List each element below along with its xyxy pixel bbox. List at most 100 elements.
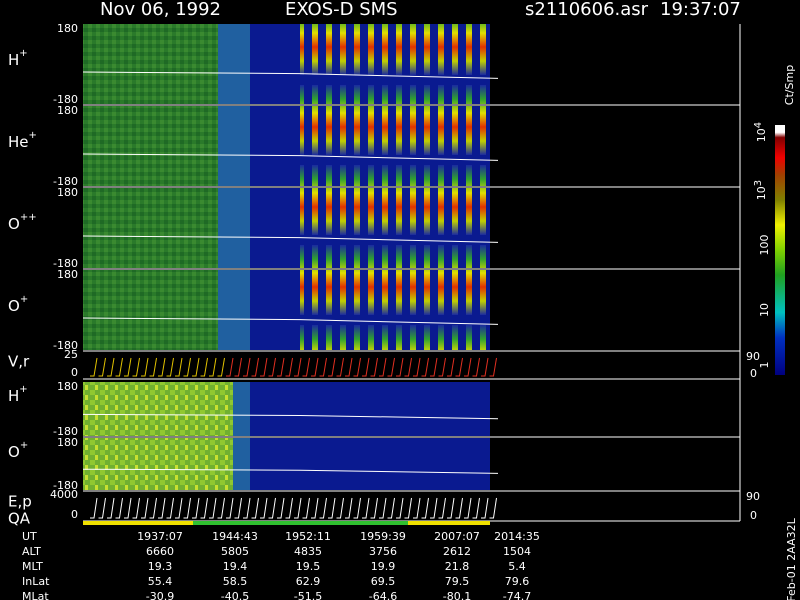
sweep xyxy=(481,357,489,377)
colorbar-label: 104 xyxy=(753,122,768,142)
footer-value: 5805 xyxy=(221,545,249,558)
footer-value: -80.1 xyxy=(443,590,471,600)
sweep xyxy=(447,357,455,377)
no-data xyxy=(490,270,740,350)
y-tick-label: 4000 xyxy=(50,488,78,501)
exponent: 3 xyxy=(753,180,764,186)
spectrogram-mid xyxy=(233,382,250,436)
sweep xyxy=(481,497,489,519)
base: 10 xyxy=(755,128,768,142)
sweep xyxy=(370,357,378,377)
footer-value: -30.9 xyxy=(146,590,174,600)
sweep xyxy=(455,497,463,519)
charge: + xyxy=(20,294,28,305)
no-data xyxy=(490,188,740,268)
y-tick-label: -180 xyxy=(53,93,78,106)
sweep xyxy=(379,497,387,519)
spectrogram-bg xyxy=(83,270,218,350)
y-tick-label: -180 xyxy=(53,257,78,270)
sweep xyxy=(319,497,327,519)
panel-label: QA xyxy=(8,510,31,528)
spectrogram-low xyxy=(250,382,490,436)
sweep xyxy=(438,357,446,377)
sweep xyxy=(124,357,132,377)
no-data xyxy=(490,24,740,104)
footer-value: 79.6 xyxy=(505,575,530,588)
trace xyxy=(82,317,499,325)
time: 19:37:07 xyxy=(660,0,741,20)
y2-tick-label: 90 xyxy=(746,490,760,503)
spectrogram-tufts xyxy=(300,106,490,186)
sweep xyxy=(328,497,336,519)
panel-label: He+ xyxy=(8,130,37,151)
charge: ++ xyxy=(20,212,37,223)
spectrogram-bg xyxy=(83,438,233,490)
sweep xyxy=(192,497,200,519)
sweep xyxy=(277,357,285,377)
sweep xyxy=(124,497,132,519)
spectrogram-bg xyxy=(83,188,218,268)
footer-label: UT xyxy=(22,530,37,543)
sweep xyxy=(387,357,395,377)
sweep xyxy=(98,357,106,377)
footer-value: 55.4 xyxy=(148,575,173,588)
y-tick-label: -180 xyxy=(53,339,78,352)
y2-tick-label: 0 xyxy=(750,509,757,522)
sweep xyxy=(370,497,378,519)
panel-label: E,p xyxy=(8,493,32,511)
sweep xyxy=(489,497,497,519)
side-note: Feb-01 2AA32L xyxy=(785,517,798,600)
sweep xyxy=(141,357,149,377)
sweep xyxy=(115,497,123,519)
colorbar-label: 100 xyxy=(758,235,771,256)
sweep xyxy=(294,357,302,377)
spectrogram-mid xyxy=(218,188,250,268)
sweep xyxy=(141,497,149,519)
sweep xyxy=(489,357,497,377)
sweep xyxy=(464,497,472,519)
ion: O xyxy=(8,215,20,233)
sweep xyxy=(319,357,327,377)
footer-value: 19.3 xyxy=(148,560,173,573)
panel-label: O++ xyxy=(8,212,37,233)
footer-value: 58.5 xyxy=(223,575,248,588)
sweep xyxy=(336,357,344,377)
file: s2110606.asr xyxy=(525,0,649,20)
sweep xyxy=(226,497,234,519)
sweep xyxy=(311,497,319,519)
sweep xyxy=(430,357,438,377)
spectrogram-bg xyxy=(83,382,233,436)
sweep xyxy=(396,497,404,519)
sweep xyxy=(183,357,191,377)
panel-label: O+ xyxy=(8,440,28,461)
y-tick-label: 180 xyxy=(57,22,78,35)
sweep xyxy=(311,357,319,377)
footer-value: 2612 xyxy=(443,545,471,558)
y-tick-label: 180 xyxy=(57,268,78,281)
ion: O xyxy=(8,297,20,315)
panel-label: H+ xyxy=(8,48,28,69)
sweep xyxy=(200,497,208,519)
footer-value: 6660 xyxy=(146,545,174,558)
base: 10 xyxy=(755,186,768,200)
sweep xyxy=(277,497,285,519)
sweep xyxy=(353,357,361,377)
sweep xyxy=(294,497,302,519)
sweep xyxy=(234,357,242,377)
spectrogram-bg xyxy=(83,24,218,104)
spectrogram-bg xyxy=(83,106,218,186)
y-tick-label: 0 xyxy=(71,508,78,521)
sweep xyxy=(387,497,395,519)
sweep xyxy=(302,497,310,519)
sweep xyxy=(336,497,344,519)
footer-value: 1952:11 xyxy=(285,530,331,543)
no-data xyxy=(490,382,740,436)
y-tick-label: 180 xyxy=(57,186,78,199)
sweep xyxy=(472,497,480,519)
colorbar-label: 1 xyxy=(758,362,771,369)
sweep xyxy=(464,357,472,377)
sweep xyxy=(345,497,353,519)
sweep xyxy=(175,357,183,377)
no-data xyxy=(490,106,740,186)
panel-label: O+ xyxy=(8,294,28,315)
